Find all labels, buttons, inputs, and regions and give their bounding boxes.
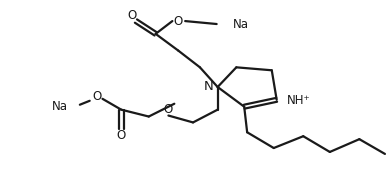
Text: NH⁺: NH⁺ bbox=[287, 94, 310, 107]
Text: O: O bbox=[174, 15, 183, 28]
Text: Na: Na bbox=[52, 100, 68, 113]
Text: O: O bbox=[92, 90, 101, 103]
Text: O: O bbox=[128, 9, 136, 22]
Text: N: N bbox=[204, 79, 214, 93]
Text: Na: Na bbox=[232, 18, 248, 30]
Text: O: O bbox=[117, 129, 126, 142]
Text: O: O bbox=[164, 103, 173, 116]
